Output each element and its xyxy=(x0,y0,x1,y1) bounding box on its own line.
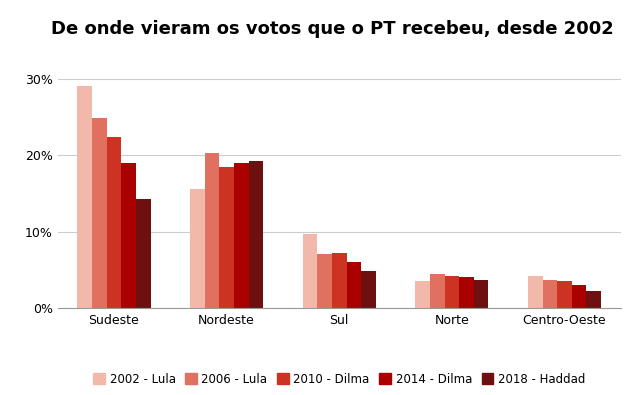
Bar xyxy=(121,164,136,308)
Text: De onde vieram os votos que o PT recebeu, desde 2002: De onde vieram os votos que o PT recebeu… xyxy=(51,20,614,38)
Bar xyxy=(205,153,220,308)
Bar xyxy=(528,276,543,308)
Bar xyxy=(234,164,248,308)
Bar xyxy=(459,277,474,308)
Bar xyxy=(346,262,361,308)
Bar xyxy=(572,285,586,308)
Bar xyxy=(415,280,430,308)
Bar xyxy=(445,276,459,308)
Bar xyxy=(317,254,332,308)
Bar xyxy=(430,275,445,308)
Bar xyxy=(557,281,572,308)
Bar xyxy=(248,161,263,308)
Bar xyxy=(220,167,234,308)
Bar xyxy=(586,291,601,308)
Bar xyxy=(474,280,488,308)
Bar xyxy=(332,253,346,308)
Bar xyxy=(107,137,121,308)
Bar xyxy=(92,118,107,308)
Bar xyxy=(77,86,92,308)
Bar xyxy=(190,190,205,308)
Legend: 2002 - Lula, 2006 - Lula, 2010 - Dilma, 2014 - Dilma, 2018 - Haddad: 2002 - Lula, 2006 - Lula, 2010 - Dilma, … xyxy=(88,368,590,390)
Bar xyxy=(303,234,317,308)
Bar xyxy=(361,271,376,308)
Bar xyxy=(136,199,150,308)
Bar xyxy=(543,280,557,308)
